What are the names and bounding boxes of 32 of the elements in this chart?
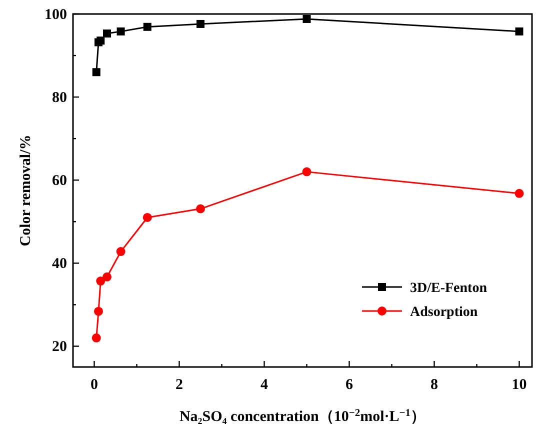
point [142, 212, 152, 222]
point [96, 36, 105, 45]
point [103, 30, 111, 38]
y-tick-label: 60 [52, 173, 67, 190]
point [143, 22, 152, 31]
y-tick-label: 80 [52, 90, 67, 106]
point [116, 247, 126, 256]
x-tick-label: 8 [430, 377, 438, 393]
point [96, 276, 106, 286]
x-tick-label: 2 [176, 377, 183, 393]
point [116, 27, 125, 36]
y-axis-title: Color removal/% [18, 134, 34, 246]
point [102, 272, 112, 282]
x-tick-label: 0 [90, 377, 98, 393]
point [196, 204, 205, 214]
point [514, 188, 524, 198]
point [92, 333, 101, 342]
point [302, 14, 311, 23]
point [92, 68, 100, 76]
point [302, 167, 312, 176]
y-tick-label: 40 [52, 256, 67, 272]
x-tick-label: 10 [512, 377, 527, 393]
legend-label: 3D/E-Fenton [410, 281, 488, 296]
point [515, 27, 524, 36]
x-axis-title: Na₂SO₄ concentration（10$^{−2}$mol·L$^{−1}$） [179, 408, 426, 425]
point [196, 20, 204, 28]
x-tick-label: 4 [260, 377, 268, 393]
point [94, 306, 103, 316]
y-tick-label: 20 [52, 339, 67, 356]
legend-label: Adsorption [410, 305, 478, 320]
x-tick-label: 6 [346, 377, 354, 393]
y-tick-label: 100 [44, 7, 67, 23]
